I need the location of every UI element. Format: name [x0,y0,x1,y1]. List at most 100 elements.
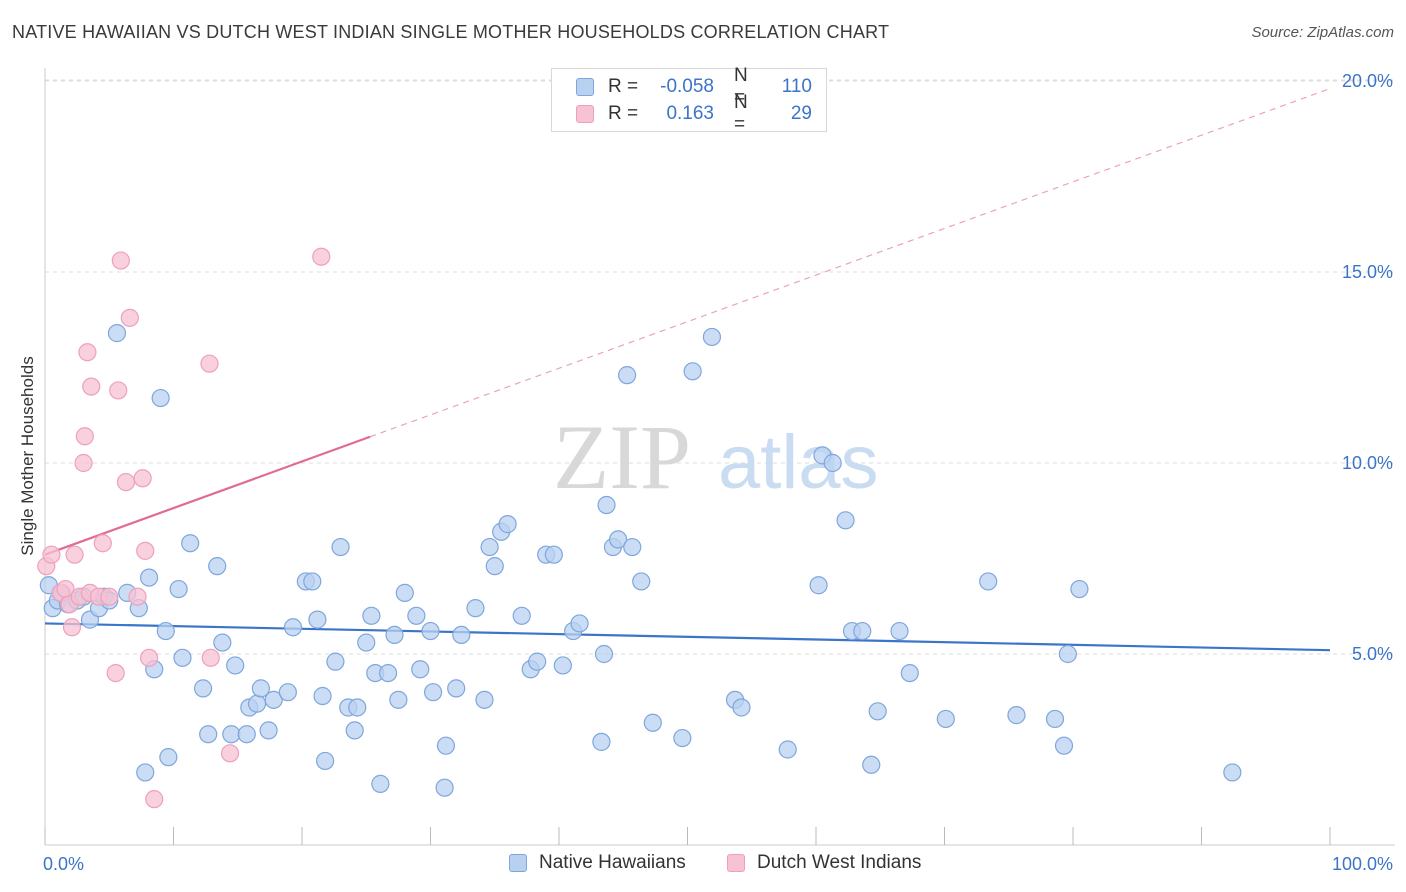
point-native-hawaiian [592,732,611,751]
watermark: ZIP atlas [553,406,879,508]
point-dutch-west-indian [75,427,94,446]
legend-n-value: 110 [781,76,812,97]
point-native-hawaiian [597,495,616,515]
point-native-hawaiian [1223,763,1242,782]
point-native-hawaiian [466,599,485,618]
chart-title: NATIVE HAWAIIAN VS DUTCH WEST INDIAN SIN… [12,22,890,42]
point-native-hawaiian [139,568,159,587]
point-native-hawaiian [411,660,430,679]
y-tick-label: 10.0% [1342,453,1393,473]
point-dutch-west-indian [82,377,101,396]
point-native-hawaiian [900,663,919,683]
point-native-hawaiian [512,606,531,625]
point-native-hawaiian [435,778,454,797]
data-points [37,247,1242,809]
point-native-hawaiian [528,652,547,671]
point-dutch-west-indian [120,308,139,327]
point-native-hawaiian [308,610,327,629]
point-native-hawaiian [264,690,283,709]
legend-swatch-pink [576,105,594,123]
point-native-hawaiian [480,537,499,557]
point-native-hawaiian [156,621,175,641]
legend-r-value: 0.163 [666,103,714,124]
point-native-hawaiian [979,572,998,591]
point-native-hawaiian [447,679,466,698]
x-tick-label: 0.0% [43,854,84,874]
point-native-hawaiian [199,725,218,744]
point-native-hawaiian [247,694,267,713]
point-dutch-west-indian [201,648,220,667]
legend-r-label: R = [608,103,639,124]
point-native-hawaiian [683,362,702,381]
point-native-hawaiian [251,679,270,698]
point-native-hawaiian [389,690,408,709]
series-swatch-pink [727,854,745,872]
point-native-hawaiian [421,621,440,641]
point-dutch-west-indian [145,790,164,809]
series-label: Native Hawaiians [539,852,686,873]
point-dutch-west-indian [200,354,219,373]
point-native-hawaiian [378,663,398,683]
point-dutch-west-indian [136,541,155,560]
legend-n-label: N = [734,65,748,108]
y-tick-label: 20.0% [1342,71,1393,91]
trend-line-dutch-west-indians-extension [369,88,1331,438]
point-native-hawaiian [357,633,376,652]
series-legend-dutch-west-indians: Dutch West Indians [727,852,921,874]
point-native-hawaiian [544,545,563,564]
point-dutch-west-indian [106,663,125,683]
point-native-hawaiian [436,736,456,755]
point-native-hawaiian [169,579,188,599]
legend-n-label: N = [734,92,748,135]
point-native-hawaiian [862,755,881,774]
point-native-hawaiian [348,698,367,717]
point-native-hawaiian [331,537,350,557]
point-native-hawaiian [226,656,245,675]
legend-n-value: 29 [790,103,812,124]
point-native-hawaiian [326,652,345,671]
point-dutch-west-indian [111,251,130,270]
point-dutch-west-indian [62,618,82,637]
point-native-hawaiian [222,725,241,744]
point-native-hawaiian [475,690,494,709]
legend-r-value: -0.058 [660,76,714,97]
point-native-hawaiian [173,648,192,667]
point-dutch-west-indian [93,534,112,553]
point-dutch-west-indian [78,343,97,362]
point-native-hawaiian [570,614,589,633]
point-native-hawaiian [452,625,471,645]
point-native-hawaiian [159,748,178,767]
point-native-hawaiian [371,774,390,793]
point-dutch-west-indian [128,587,147,606]
gridlines [45,79,1395,655]
point-dutch-west-indian [312,247,331,266]
point-dutch-west-indian [220,744,240,763]
point-native-hawaiian [181,534,200,553]
point-native-hawaiian [107,324,127,343]
point-dutch-west-indian [116,473,136,492]
point-native-hawaiian [395,583,414,602]
point-native-hawaiian [313,686,332,706]
legend-row-native-hawaiians: R = -0.058 N = 110 [576,65,812,108]
point-native-hawaiian [407,606,426,625]
point-native-hawaiian [702,327,722,347]
point-native-hawaiian [303,572,322,591]
point-native-hawaiian [868,702,887,721]
point-dutch-west-indian [100,587,119,606]
point-native-hawaiian [259,721,278,740]
point-native-hawaiian [485,557,504,576]
point-native-hawaiian [136,763,155,782]
axes [44,68,1395,846]
point-native-hawaiian [278,683,297,702]
point-native-hawaiian [1045,709,1065,729]
point-native-hawaiian [1070,579,1089,599]
point-native-hawaiian [632,572,651,591]
point-dutch-west-indian [74,453,93,473]
correlation-legend: R = -0.058 N = 110 R = 0.163 N = 29 [551,65,827,135]
point-native-hawaiian [208,557,227,576]
point-native-hawaiian [385,625,404,645]
y-tick-label: 15.0% [1342,262,1393,282]
point-native-hawaiian [936,709,955,729]
point-native-hawaiian [778,740,797,759]
